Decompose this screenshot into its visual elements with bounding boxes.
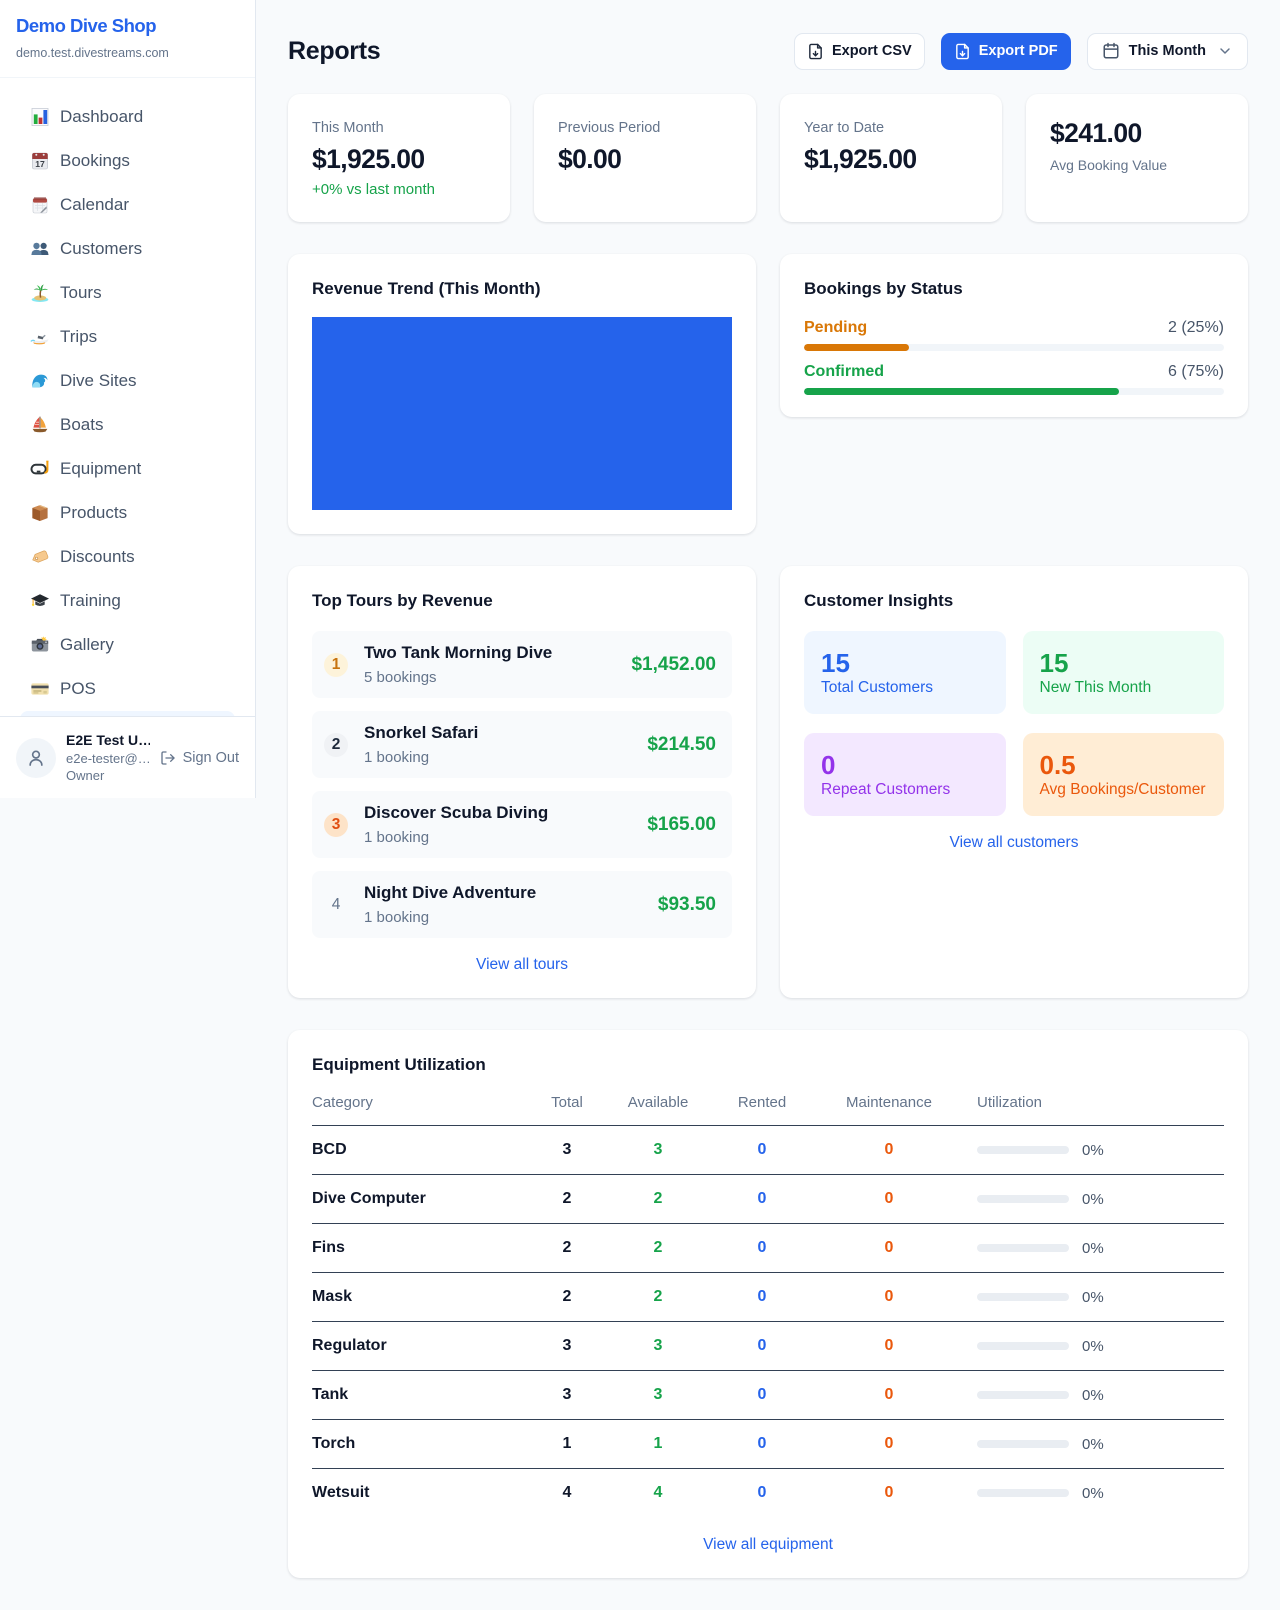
svg-text:17: 17 (35, 159, 45, 169)
